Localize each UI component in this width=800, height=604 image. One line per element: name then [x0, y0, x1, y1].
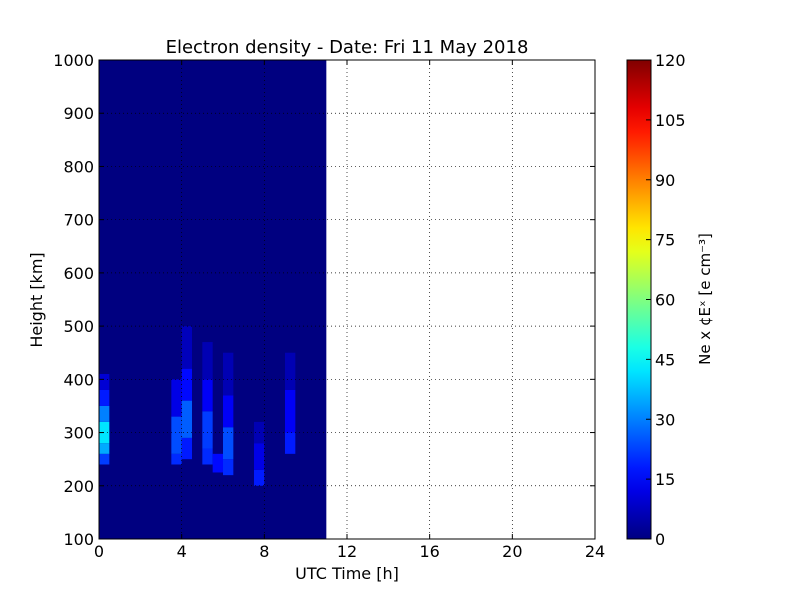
heatmap-background [99, 60, 327, 539]
colorbar-tick-label: 45 [655, 350, 675, 369]
axes: 0 4 8 12 16 20 24 100 200 300 400 500 600 700 800 900 10… [53, 51, 605, 561]
x-tick-label: 4 [177, 542, 187, 561]
x-tick-label: 0 [94, 542, 104, 561]
heatmap-cell [223, 352, 234, 396]
x-axis-label: UTC Time [h] [295, 564, 399, 583]
y-tick-label: 700 [63, 211, 94, 230]
x-tick-label: 16 [419, 542, 439, 561]
heatmap-cell [181, 437, 192, 460]
plot-area [99, 60, 327, 539]
heatmap-cell [171, 416, 182, 454]
colorbar-tick-label: 105 [655, 111, 686, 130]
y-tick-label: 500 [63, 317, 94, 336]
heatmap-cell [181, 326, 192, 369]
colorbar: 0 15 30 45 60 75 90 105 120 [626, 51, 686, 549]
heatmap-cell [181, 400, 192, 438]
heatmap-cell [254, 469, 265, 486]
colorbar-tick-label: 120 [655, 51, 686, 70]
heatmap-cell [285, 389, 296, 433]
heatmap-cell [171, 453, 182, 465]
x-tick-label: 24 [585, 542, 605, 561]
colorbar-label: Ne x ¢Eˣ [e cm⁻³] [696, 233, 714, 365]
heatmap-cell [223, 395, 234, 428]
heatmap-cell [202, 411, 213, 449]
heatmap-cell [285, 432, 296, 454]
heatmap-cell [99, 453, 110, 465]
chart-title: Electron density - Date: Fri 11 May 2018 [166, 37, 529, 58]
y-tick-label: 1000 [53, 51, 94, 70]
heatmap-cell [99, 421, 110, 444]
heatmap-cell [171, 379, 182, 417]
grid-lines [99, 60, 595, 539]
colorbar-tick-label: 60 [655, 291, 675, 310]
colorbar-tick-label: 15 [655, 470, 675, 489]
x-tick-label: 8 [259, 542, 269, 561]
y-tick-label: 200 [63, 477, 94, 496]
heatmap-cell [202, 342, 213, 380]
colorbar-tick-label: 0 [655, 530, 665, 549]
y-tick-label: 900 [63, 104, 94, 123]
heatmap-cell [212, 453, 223, 473]
y-tick-label: 300 [63, 424, 94, 443]
colorbar-tick-label: 75 [655, 231, 675, 250]
heatmap-cell [223, 427, 234, 460]
heatmap-cell [99, 405, 110, 422]
y-tick-label: 800 [63, 157, 94, 176]
heatmap-cell [99, 443, 110, 454]
heatmap-cell [202, 448, 213, 465]
y-tick-label: 100 [63, 530, 94, 549]
colorbar-tick-label: 30 [655, 410, 675, 429]
y-tick-label: 600 [63, 264, 94, 283]
heatmap-cell [99, 389, 110, 406]
colorbar-tick-label: 90 [655, 171, 675, 190]
heatmap-cell [202, 379, 213, 412]
x-tick-label: 20 [502, 542, 522, 561]
heatmap-cell [223, 459, 234, 476]
heatmap-cell [285, 352, 296, 390]
heatmap-cell [99, 374, 110, 390]
x-tick-label: 12 [337, 542, 357, 561]
heatmap-cell [181, 368, 192, 401]
y-axis-label: Height [km] [27, 252, 46, 347]
heatmap-cell [254, 443, 265, 470]
y-tick-label: 400 [63, 370, 94, 389]
